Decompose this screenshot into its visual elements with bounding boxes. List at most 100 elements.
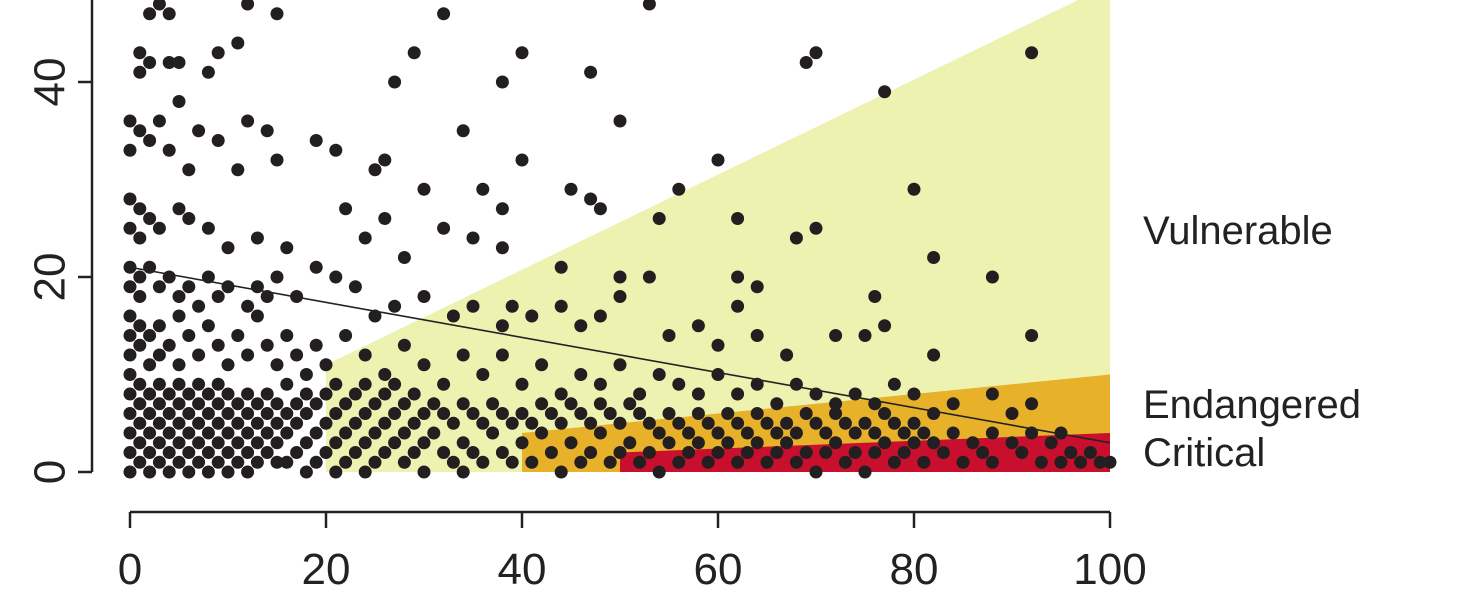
data-point [133,338,147,352]
data-point [172,377,186,391]
data-point [809,465,823,479]
data-point [260,426,274,440]
data-point [250,231,264,245]
data-point [231,436,245,450]
data-point [201,465,215,479]
data-point [887,416,901,430]
data-point [260,338,274,352]
data-point [544,407,558,420]
data-point [299,465,313,479]
data-point [280,241,294,255]
data-point [446,309,460,323]
data-point [339,455,353,469]
data-point [192,397,206,411]
data-point [878,436,892,450]
data-point [672,416,686,430]
data-point [731,416,745,430]
data-point [789,455,803,469]
data-point [241,465,255,479]
data-point [593,397,607,411]
data-point [887,455,901,469]
data-point [192,299,206,313]
data-point [221,280,235,294]
data-point [133,319,147,333]
data-point [662,436,676,450]
data-points [123,0,1117,479]
data-point [260,407,274,420]
y-tick-label: 40 [26,58,75,107]
data-point [241,348,255,362]
data-point [143,7,157,21]
data-point [437,446,451,459]
data-point [613,270,627,284]
data-point [711,446,725,459]
zone-vulnerable [326,0,1110,472]
data-point [456,436,470,450]
data-point [133,377,147,391]
data-point [731,299,745,313]
data-point [201,65,215,79]
data-point [201,446,215,459]
data-point [427,397,441,411]
data-point [319,416,333,430]
data-point [878,319,892,333]
data-point [241,387,255,401]
data-point [1025,329,1039,342]
data-point [299,407,313,420]
data-point [515,377,529,391]
data-point [162,446,176,459]
data-point [397,251,411,264]
data-point [525,309,539,323]
data-point [221,387,235,401]
data-point [172,358,186,372]
data-point [927,348,941,362]
data-point [123,387,137,401]
trend-line [129,266,1111,444]
x-tick-label: 60 [694,545,743,594]
data-point [446,416,460,430]
data-point [740,446,754,459]
data-point [172,290,186,303]
data-point [339,397,353,411]
data-point [407,387,421,401]
data-point [172,455,186,469]
data-point [927,251,941,264]
data-point [162,426,176,440]
data-point [290,446,304,459]
data-point [897,446,911,459]
data-point [231,416,245,430]
data-point [642,416,656,430]
data-point [182,446,196,459]
data-point [192,124,206,138]
data-point [250,455,264,469]
data-point [574,407,588,420]
data-point [1005,407,1019,420]
data-point [691,387,705,401]
data-point [123,221,137,235]
data-point [829,407,843,420]
data-point [241,299,255,313]
data-point [554,299,568,313]
data-point [250,397,264,411]
data-point [711,338,725,352]
data-point [633,455,647,469]
data-point [515,407,529,420]
data-point [192,455,206,469]
data-point [731,387,745,401]
data-point [1034,455,1048,469]
data-point [211,455,225,469]
data-point [172,202,186,216]
data-point [829,329,843,342]
data-point [407,416,421,430]
data-point [172,436,186,450]
data-point [907,182,921,196]
data-point [329,270,343,284]
data-point [682,426,696,440]
data-point [152,114,166,128]
data-point [1074,455,1088,469]
data-point [1025,46,1039,60]
data-point [143,56,157,69]
data-point [221,446,235,459]
data-point [878,407,892,420]
